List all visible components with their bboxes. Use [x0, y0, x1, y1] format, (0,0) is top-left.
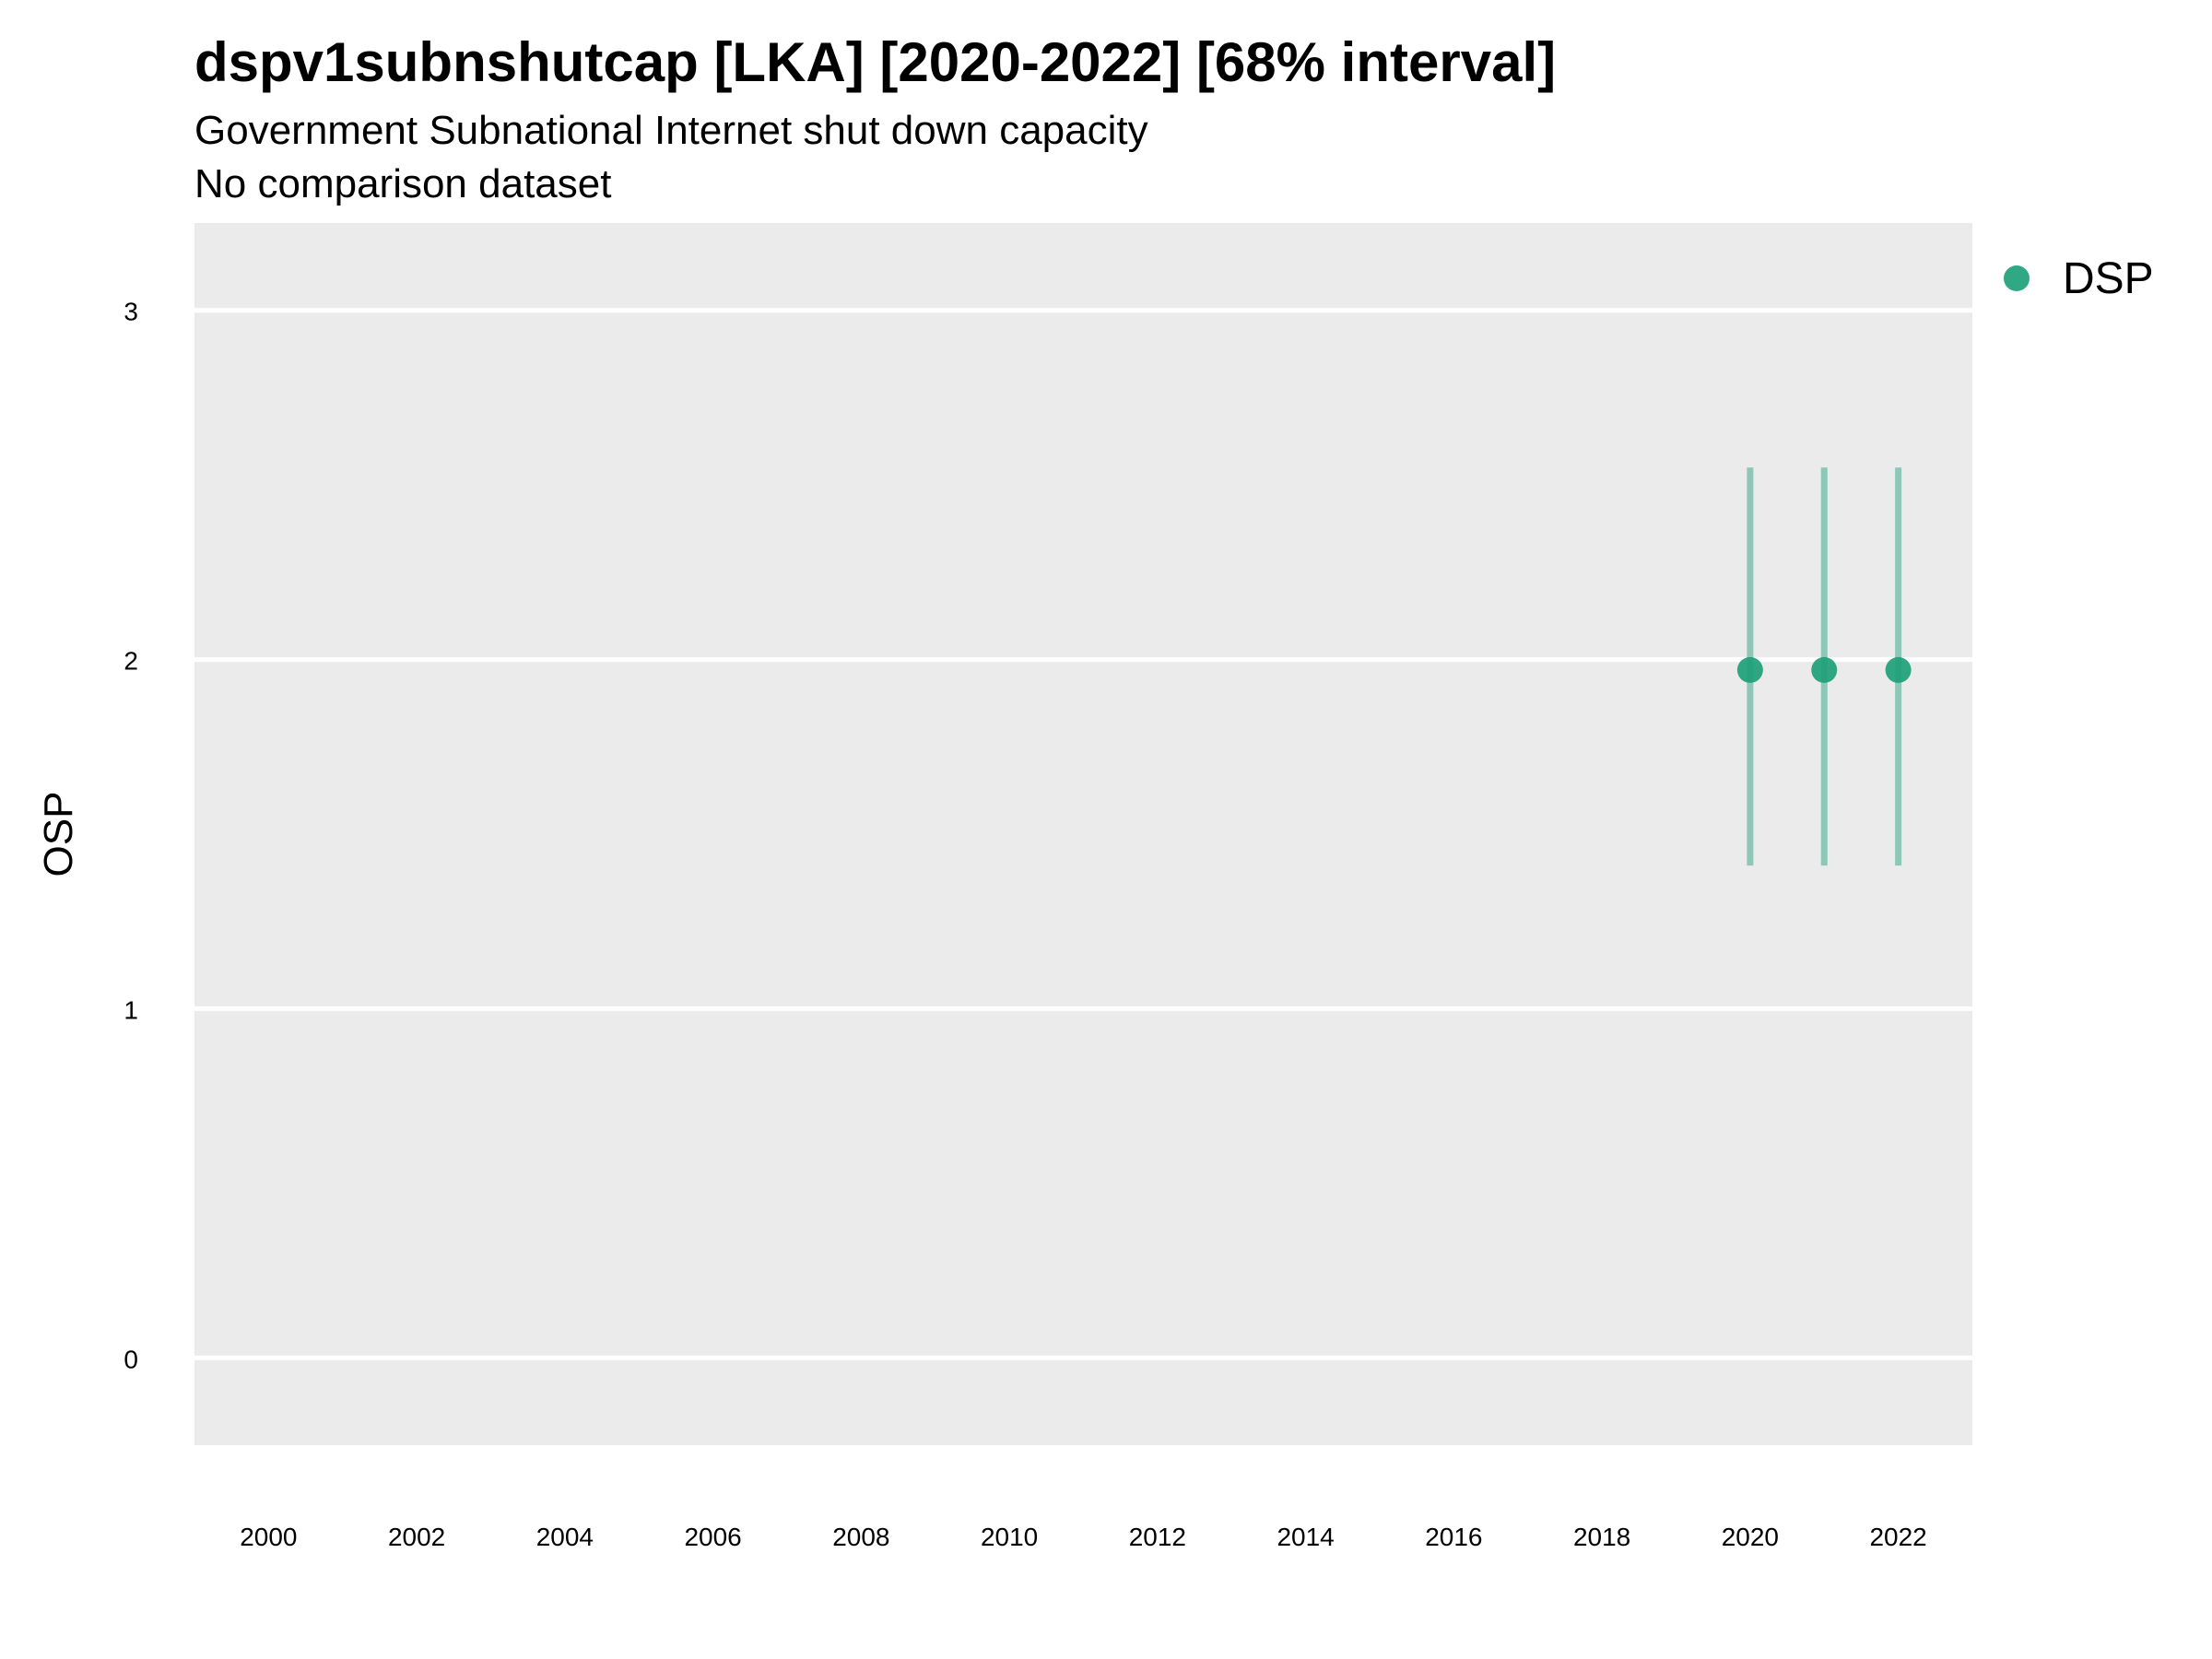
x-tick-label: 2018	[1573, 1523, 1630, 1551]
data-point[interactable]	[1885, 656, 1912, 683]
plot-panel	[194, 223, 1972, 1445]
x-tick-label: 2020	[1722, 1523, 1779, 1551]
series-dsp	[1736, 467, 1912, 866]
legend-key-dsp	[2004, 265, 2030, 291]
data-point[interactable]	[1811, 656, 1838, 683]
x-tick-label: 2000	[240, 1523, 297, 1551]
y-tick-label: 1	[124, 995, 138, 1024]
y-tick-label: 2	[124, 647, 138, 676]
legend-label-dsp: DSP	[2063, 254, 2154, 303]
data-point[interactable]	[1736, 656, 1763, 683]
legend[interactable]: DSP	[2004, 254, 2154, 303]
x-tick-label: 2012	[1129, 1523, 1186, 1551]
chart-caption: No comparison dataset	[194, 161, 612, 206]
x-tick-label: 2006	[684, 1523, 741, 1551]
x-tick-label: 2002	[388, 1523, 445, 1551]
y-tick-label: 3	[124, 298, 138, 326]
x-tick-label: 2014	[1277, 1523, 1334, 1551]
y-axis-label: OSP	[36, 792, 81, 877]
y-tick-labels: 0 1 2 3	[124, 298, 138, 1374]
x-tick-labels: 2000 2002 2004 2006 2008 2010 2012 2014 2016 2018…	[240, 1523, 1927, 1551]
x-tick-label: 2022	[1869, 1523, 1926, 1551]
chart-title: dspv1subnshutcap [LKA] [2020-2022] [68% …	[194, 31, 1557, 93]
x-tick-label: 2010	[981, 1523, 1038, 1551]
y-tick-label: 0	[124, 1345, 138, 1373]
grid-lines	[194, 308, 1972, 1360]
x-tick-label: 2016	[1425, 1523, 1482, 1551]
x-tick-label: 2008	[832, 1523, 889, 1551]
chart-subtitle: Government Subnational Internet shut dow…	[194, 108, 1148, 153]
x-tick-label: 2004	[536, 1523, 594, 1551]
